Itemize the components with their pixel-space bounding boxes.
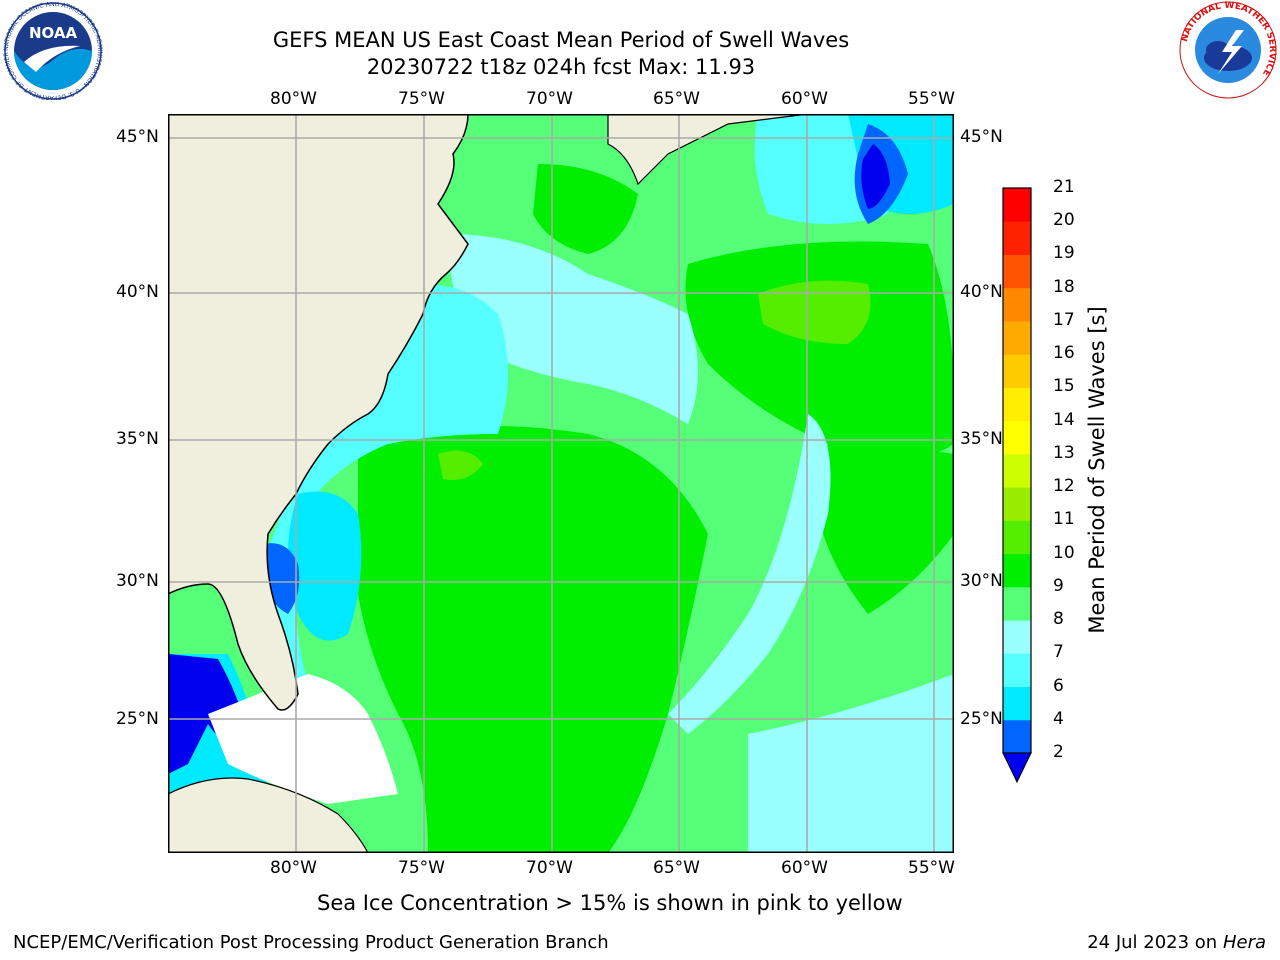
map-title: GEFS MEAN US East Coast Mean Period of S…	[272, 28, 850, 52]
period-zone-10-11	[818, 444, 954, 614]
colorbar-segment	[1003, 254, 1031, 289]
period-zone-10-11	[533, 164, 638, 254]
lon-label-top: 55°W	[908, 89, 955, 109]
period-zone-8-9	[668, 414, 831, 734]
colorbar-segment	[1003, 221, 1031, 255]
period-zone-4-6	[288, 491, 362, 641]
lat-label-right: 45°N	[960, 127, 1003, 147]
colorbar-tick-label: 16	[1053, 343, 1075, 364]
svg-text:NOAA: NOAA	[29, 24, 78, 42]
lon-label-bottom: 80°W	[270, 858, 317, 878]
missing-data-area	[208, 674, 398, 804]
lat-label-left: 35°N	[116, 429, 159, 449]
colorbar-segment	[1003, 354, 1031, 388]
lon-label-bottom: 55°W	[908, 858, 955, 878]
map-subtitle: 20230722 t18z 024h fcst Max: 11.93	[366, 55, 756, 79]
swell-period-map	[168, 114, 954, 853]
lat-label-right: 25°N	[960, 709, 1003, 729]
nova-scotia-land	[607, 114, 954, 186]
colorbar-segment	[1003, 686, 1031, 721]
colorbar-tick-label: 7	[1053, 642, 1064, 663]
colorbar-title: Mean Period of Swell Waves [s]	[1085, 306, 1109, 634]
period-zone-11-12	[438, 450, 483, 480]
lat-label-left: 25°N	[116, 709, 159, 729]
lat-label-right: 35°N	[960, 429, 1003, 449]
lon-label-top: 75°W	[398, 89, 445, 109]
colorbar-segment	[1003, 653, 1031, 688]
lat-label-left: 30°N	[116, 571, 159, 591]
colorbar-segment	[1003, 420, 1031, 455]
colorbar-segment	[1003, 586, 1031, 621]
colorbar-frame	[1002, 187, 1032, 754]
colorbar-tick-label: 14	[1053, 409, 1075, 430]
colorbar-tick-label: 15	[1053, 376, 1075, 397]
colorbar-segment	[1003, 387, 1031, 422]
colorbar-tick-label: 10	[1053, 542, 1075, 563]
colorbar-under-arrow	[1002, 752, 1032, 784]
map-border	[168, 114, 954, 853]
colorbar-segment	[1003, 520, 1031, 555]
colorbar-tick-label: 17	[1053, 309, 1075, 330]
colorbar-tick-label: 8	[1053, 609, 1064, 630]
period-zone-10-11	[358, 426, 708, 853]
lon-label-top: 65°W	[653, 89, 700, 109]
colorbar	[1002, 187, 1032, 784]
colorbar-segment	[1003, 719, 1031, 754]
nws-logo: NATIONAL WEATHER SERVICE	[1179, 1, 1277, 99]
colorbar-tick-label: 12	[1053, 476, 1075, 497]
lon-label-bottom: 75°W	[398, 858, 445, 878]
lat-label-left: 45°N	[116, 127, 159, 147]
lon-label-top: 80°W	[270, 89, 317, 109]
colorbar-tick-label: 2	[1053, 742, 1064, 762]
colorbar-tick-label: 13	[1053, 442, 1075, 463]
colorbar-segment	[1003, 188, 1031, 222]
lon-label-top: 70°W	[526, 89, 573, 109]
lon-label-bottom: 65°W	[653, 858, 700, 878]
period-zone-below-2	[861, 144, 890, 209]
colorbar-tick-label: 19	[1053, 243, 1075, 264]
period-zone-6-7	[258, 284, 508, 764]
colorbar-tick-label: 6	[1053, 675, 1064, 696]
lat-label-right: 40°N	[960, 282, 1003, 302]
colorbar-tick-label: 9	[1053, 575, 1064, 596]
lon-label-top: 60°W	[781, 89, 828, 109]
colorbar-segment	[1003, 320, 1031, 355]
footer-date: 24 Jul 2023 on Hera	[1087, 932, 1266, 953]
period-zone-11-12	[758, 280, 871, 344]
colorbar-tick-label: 18	[1053, 276, 1075, 297]
lon-label-bottom: 70°W	[526, 858, 573, 878]
footer-producer: NCEP/EMC/Verification Post Processing Pr…	[13, 932, 609, 953]
period-zone-10-11	[685, 241, 954, 459]
colorbar-tick-label: 4	[1053, 708, 1064, 729]
period-zone-8-9	[448, 234, 698, 424]
colorbar-tick-label: 20	[1053, 210, 1075, 231]
colorbar-tick-label: 11	[1053, 509, 1075, 530]
colorbar-segment	[1003, 453, 1031, 488]
colorbar-segment	[1003, 287, 1031, 322]
lon-label-bottom: 60°W	[781, 858, 828, 878]
colorbar-segment	[1003, 487, 1031, 521]
noaa-logo: NATIONAL OCEANIC AND ATMOSPHERIC ADMINIS…	[2, 2, 103, 100]
lat-label-right: 30°N	[960, 571, 1003, 591]
graticule	[168, 114, 954, 853]
colorbar-segment	[1003, 553, 1031, 588]
colorbar-segment	[1003, 620, 1031, 654]
lat-label-left: 40°N	[116, 282, 159, 302]
us-east-coast-land	[168, 114, 469, 711]
colorbar-tick-label: 21	[1053, 177, 1075, 197]
